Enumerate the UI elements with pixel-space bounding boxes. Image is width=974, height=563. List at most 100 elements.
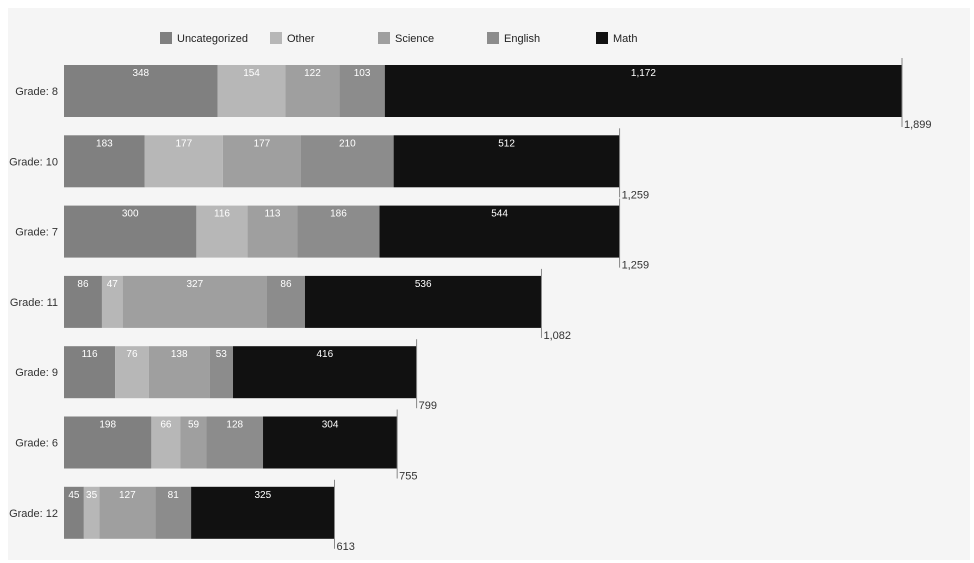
legend-label-science: Science <box>395 33 434 45</box>
category-label: Grade: 9 <box>15 367 58 379</box>
segment-value-label: 127 <box>119 490 136 501</box>
bar-segment-science <box>247 205 298 258</box>
legend-label-uncategorized: Uncategorized <box>177 33 248 45</box>
bar-segment-english <box>300 135 394 188</box>
category-label: Grade: 7 <box>15 227 58 239</box>
bar-segment-math <box>379 205 620 258</box>
segment-value-label: 154 <box>243 68 260 79</box>
bar-row: Grade: 12 45 35 127 81 325 613 <box>9 479 355 553</box>
bar-segment-uncategorized <box>64 346 116 399</box>
segment-value-label: 300 <box>122 209 139 220</box>
total-value-label: 1,259 <box>622 189 650 201</box>
segment-value-label: 304 <box>322 420 339 431</box>
segment-value-label: 59 <box>188 420 200 431</box>
legend-swatch-english <box>487 32 499 44</box>
total-value-label: 613 <box>337 541 355 553</box>
category-label: Grade: 12 <box>9 508 58 520</box>
segment-value-label: 66 <box>160 420 172 431</box>
segment-value-label: 416 <box>316 349 333 360</box>
bar-segment-english <box>155 486 192 539</box>
segment-value-label: 327 <box>186 279 203 290</box>
bar-segment-uncategorized <box>64 275 102 328</box>
segment-value-label: 512 <box>498 138 515 149</box>
bar-segment-other <box>151 416 181 469</box>
bar-segment-math <box>393 135 620 188</box>
bar-segment-english <box>209 346 234 399</box>
segment-value-label: 186 <box>330 209 347 220</box>
category-label: Grade: 6 <box>15 438 58 450</box>
segment-value-label: 210 <box>339 138 356 149</box>
legend: Uncategorized Other Science English Math <box>160 32 637 45</box>
bar-segment-math <box>191 486 335 539</box>
total-value-label: 799 <box>419 400 437 412</box>
bar-segment-uncategorized <box>64 205 197 258</box>
segment-value-label: 128 <box>226 420 243 431</box>
bar-row: Grade: 10 183 177 177 210 512 1,259 <box>9 128 649 201</box>
bar-segment-english <box>266 275 305 328</box>
segment-value-label: 81 <box>168 490 180 501</box>
bar-segment-science <box>285 65 340 117</box>
bar-segment-other <box>196 205 248 258</box>
bar-segment-english <box>206 416 264 469</box>
segment-value-label: 45 <box>68 490 80 501</box>
bar-segment-uncategorized <box>64 416 152 469</box>
bar-segment-other <box>83 486 100 539</box>
segment-value-label: 183 <box>96 138 113 149</box>
legend-label-other: Other <box>287 33 315 45</box>
bar-segment-math <box>384 65 903 117</box>
segment-value-label: 86 <box>77 279 89 290</box>
bar-segment-math <box>304 275 542 328</box>
segment-value-label: 122 <box>304 68 321 79</box>
legend-swatch-uncategorized <box>160 32 172 44</box>
bar-segment-math <box>263 416 398 469</box>
segment-value-label: 177 <box>175 138 192 149</box>
total-value-label: 1,259 <box>622 260 650 272</box>
legend-label-english: English <box>504 33 540 45</box>
category-label: Grade: 8 <box>15 86 58 98</box>
bar-segment-english <box>297 205 380 258</box>
segment-value-label: 35 <box>86 490 98 501</box>
segment-value-label: 76 <box>126 349 138 360</box>
bar-segment-uncategorized <box>64 65 218 117</box>
bar-row: Grade: 7 300 116 113 186 544 1,259 <box>15 198 650 272</box>
segment-value-label: 177 <box>254 138 271 149</box>
segment-value-label: 103 <box>354 68 371 79</box>
chart-panel: Uncategorized Other Science English Math Gra… <box>8 8 970 560</box>
segment-value-label: 348 <box>132 68 149 79</box>
bar-row: Grade: 11 86 47 327 86 536 1,082 <box>10 268 571 342</box>
segment-value-label: 47 <box>107 279 119 290</box>
legend-swatch-other <box>270 32 282 44</box>
legend-label-math: Math <box>613 33 637 45</box>
bar-segment-other <box>115 346 149 399</box>
bar-segment-math <box>233 346 417 399</box>
total-value-label: 755 <box>399 471 417 483</box>
total-value-label: 1,082 <box>543 330 571 342</box>
bar-segment-science <box>122 275 267 328</box>
segment-value-label: 198 <box>99 420 116 431</box>
bar-segment-science <box>148 346 210 399</box>
category-label: Grade: 11 <box>10 297 58 309</box>
bar-segment-other <box>217 65 286 117</box>
segment-value-label: 116 <box>82 349 98 360</box>
segment-value-label: 86 <box>280 279 292 290</box>
legend-swatch-math <box>596 32 608 44</box>
segment-value-label: 536 <box>415 279 432 290</box>
bar-segment-english <box>339 65 385 117</box>
stacked-bar-chart: Uncategorized Other Science English Math Gra… <box>9 32 932 553</box>
bar-segment-uncategorized <box>64 486 84 539</box>
segment-value-label: 113 <box>265 209 281 220</box>
total-value-label: 1,899 <box>904 119 932 131</box>
bar-segment-science <box>222 135 301 188</box>
bar-segment-other <box>101 275 123 328</box>
category-label: Grade: 10 <box>9 156 58 168</box>
segment-value-label: 138 <box>171 349 188 360</box>
segment-value-label: 53 <box>216 349 228 360</box>
legend-swatch-science <box>378 32 390 44</box>
bars: Grade: 8 348 154 122 103 1,172 1,899 Grade: 10 1… <box>9 58 932 553</box>
bar-row: Grade: 6 198 66 59 128 304 755 <box>15 409 418 483</box>
segment-value-label: 1,172 <box>631 68 656 79</box>
bar-segment-uncategorized <box>64 135 145 188</box>
segment-value-label: 116 <box>214 209 230 220</box>
segment-value-label: 325 <box>254 490 271 501</box>
bar-segment-science <box>180 416 207 469</box>
